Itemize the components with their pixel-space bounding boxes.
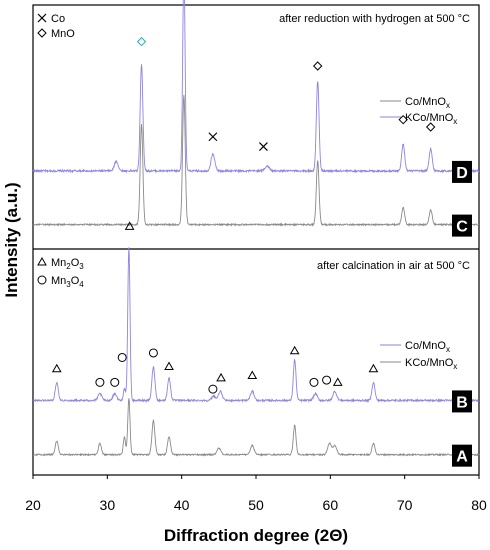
x-tick-label-70: 70 — [397, 497, 413, 513]
bottom-marker-circle-2 — [110, 377, 120, 387]
bottom-marker-circle-5 — [148, 348, 158, 358]
bottom-legend-label-co-mnox: Co/MnOx — [405, 340, 450, 354]
co-legend-label: Co — [51, 13, 65, 25]
curve-label-text-c: C — [456, 219, 468, 236]
top-panel-annotation: after reduction with hydrogen at 500 °C — [279, 13, 470, 25]
top-line-legend: Co/MnOx KCo/MnOx — [380, 96, 457, 126]
top-legend-label-co-mnox: Co/MnOx — [405, 96, 450, 110]
curve-label-layer: D C B A — [452, 160, 472, 467]
top-marker-diamond-4 — [312, 61, 323, 71]
series-line-b — [32, 247, 480, 404]
bottom-marker-triangle-10 — [289, 345, 300, 355]
plot-frame — [32, 4, 480, 476]
x-tick-label-30: 30 — [100, 497, 116, 513]
bottom-marker-triangle-6 — [164, 361, 174, 371]
bottom-panel-annotation: after calcination in air at 500 °C — [317, 260, 470, 272]
curve-label-text-a: A — [456, 449, 468, 466]
bottom-marker-triangle-4 — [124, 221, 135, 230]
x-tick-label-40: 40 — [174, 497, 190, 513]
curve-label-c: C — [452, 214, 472, 237]
x-axis: 20 30 40 50 60 70 80 — [25, 475, 487, 513]
curve-label-d: D — [452, 160, 472, 183]
bottom-line-legend: Co/MnOx KCo/MnOx — [380, 340, 457, 371]
curve-label-a: A — [452, 444, 472, 467]
marker-layer — [51, 36, 436, 394]
mn2o3-legend-triangle-marker — [37, 256, 47, 266]
x-tick-label-60: 60 — [323, 497, 339, 513]
top-legend-label-kco-mnox: KCo/MnOx — [405, 112, 457, 126]
co-legend-cross-marker — [37, 13, 47, 23]
bottom-marker-circle-12 — [322, 375, 332, 385]
bottom-marker-triangle-13 — [332, 377, 343, 386]
curve-label-text-d: D — [456, 165, 468, 182]
x-axis-title: Diffraction degree (2Θ) — [164, 526, 348, 545]
mn3o4-legend-circle-marker — [37, 275, 47, 285]
bottom-marker-triangle-14 — [368, 363, 379, 373]
x-tick-label-50: 50 — [248, 497, 264, 513]
x-tick-label-20: 20 — [25, 497, 41, 513]
bottom-marker-circle-1 — [95, 377, 105, 387]
bottom-phase-legend: Mn2O3 Mn3O4 — [37, 256, 84, 289]
curve-label-text-b: B — [456, 394, 468, 411]
curve-label-b: B — [452, 390, 472, 413]
top-phase-legend: Co MnO — [37, 13, 75, 40]
mn3o4-legend-label: Mn3O4 — [51, 275, 84, 289]
series-line-a — [32, 398, 480, 457]
mno-legend-diamond-marker — [37, 28, 47, 38]
bottom-marker-triangle-9 — [247, 370, 258, 380]
bottom-marker-circle-7 — [208, 384, 218, 394]
x-tick-label-80: 80 — [471, 497, 487, 513]
bottom-marker-circle-3 — [117, 352, 127, 362]
series-line-d — [32, 0, 480, 174]
bottom-legend-label-kco-mnox: KCo/MnOx — [405, 357, 457, 371]
y-axis-title: Intensity (a.u.) — [2, 182, 21, 297]
top-marker-cross-2 — [208, 132, 218, 142]
mno-legend-label: MnO — [51, 28, 75, 40]
mn2o3-legend-label: Mn2O3 — [51, 257, 84, 271]
top-marker-diamond-6 — [425, 122, 436, 132]
bottom-marker-triangle-0 — [51, 363, 62, 373]
top-marker-diamond-5 — [398, 114, 408, 125]
top-marker-cross-3 — [259, 142, 268, 151]
series-line-c — [32, 94, 480, 227]
top-marker-diamond-0 — [136, 36, 147, 47]
bottom-marker-triangle-8 — [216, 372, 226, 382]
bottom-marker-circle-11 — [309, 377, 319, 387]
series-layer — [32, 0, 480, 457]
